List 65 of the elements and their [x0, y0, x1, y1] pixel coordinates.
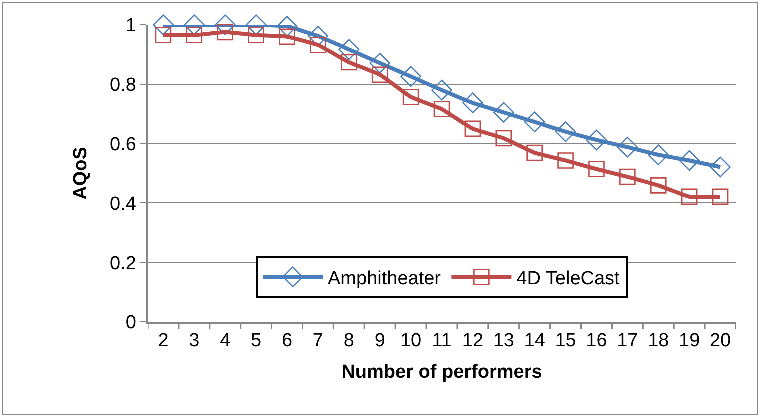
legend-label: Amphitheater	[328, 268, 442, 290]
point	[341, 54, 358, 71]
x-tick-label: 14	[524, 330, 546, 352]
point	[558, 152, 574, 169]
point	[681, 188, 698, 206]
point	[679, 150, 700, 172]
point	[279, 28, 296, 46]
point	[370, 52, 391, 74]
point	[276, 16, 298, 37]
point	[338, 39, 360, 60]
point	[400, 66, 422, 88]
x-tick-label: 8	[344, 330, 354, 352]
point	[712, 188, 729, 206]
point	[246, 14, 267, 36]
point	[153, 14, 174, 36]
point	[248, 27, 264, 44]
point	[617, 136, 638, 158]
point	[186, 27, 203, 44]
point	[710, 156, 731, 178]
y-tick-label: 0.2	[110, 253, 136, 274]
x-tick-label: 15	[555, 330, 576, 352]
point	[648, 144, 670, 166]
x-tick-label: 13	[493, 330, 514, 352]
y-tick-label: 0	[126, 312, 136, 334]
point	[214, 14, 236, 36]
point	[526, 144, 543, 162]
y-tick-label: 0.8	[110, 75, 136, 96]
point	[310, 37, 326, 54]
point	[586, 130, 608, 151]
x-tick-label: 12	[462, 330, 484, 352]
x-tick-label: 11	[432, 330, 452, 352]
x-tick-label: 17	[617, 330, 638, 352]
x-tick-label: 6	[282, 330, 293, 352]
x-tick-label: 5	[251, 330, 262, 352]
point	[496, 130, 512, 147]
y-tick-label: 0.4	[110, 194, 137, 215]
point	[372, 66, 388, 84]
x-tick-label: 16	[586, 330, 608, 352]
x-tick-label: 3	[189, 330, 200, 352]
x-tick-label: 18	[648, 330, 670, 352]
y-tick-label: 1	[126, 16, 136, 37]
x-tick-label: 10	[400, 330, 422, 352]
x-tick-label: 20	[710, 330, 732, 352]
x-tick-label: 9	[374, 330, 386, 352]
x-tick-label: 7	[312, 330, 324, 352]
point	[588, 161, 605, 178]
x-axis-title: Number of performers	[342, 362, 542, 383]
point	[402, 89, 420, 106]
point	[462, 92, 484, 114]
point	[650, 178, 667, 194]
legend-label: 4D TeleCast	[516, 268, 621, 290]
x-tick-label: 2	[158, 330, 169, 352]
point	[434, 101, 450, 118]
x-tick-label: 19	[679, 330, 700, 352]
point	[432, 80, 452, 101]
point	[555, 122, 576, 142]
point	[620, 168, 636, 186]
point	[464, 120, 482, 138]
point	[184, 14, 205, 36]
y-tick-label: 0.6	[110, 134, 136, 156]
x-tick-label: 4	[220, 330, 232, 352]
y-axis-title: AQoS	[70, 147, 92, 200]
point	[524, 112, 546, 133]
point	[493, 102, 514, 124]
point	[155, 27, 172, 44]
